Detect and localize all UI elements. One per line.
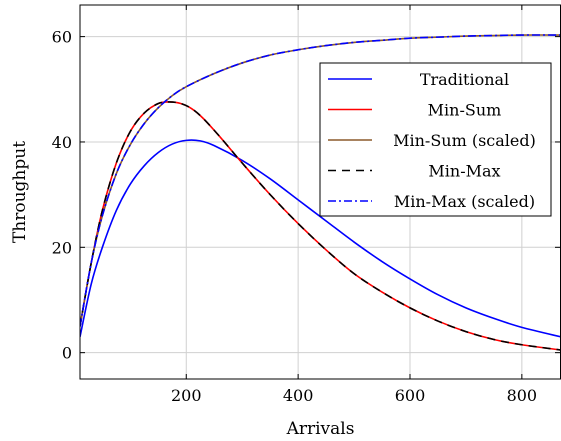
x-axis-label: Arrivals xyxy=(286,419,355,439)
legend-entry: Min-Sum (scaled) xyxy=(393,131,536,150)
y-tick-label: 60 xyxy=(52,28,72,47)
axis-ticks: 200 400 600 800 0 20 40 60 xyxy=(52,5,560,405)
legend: Traditional Min-Sum Min-Sum (scaled) Min-Ma… xyxy=(319,62,552,217)
x-tick-label: 400 xyxy=(283,386,314,405)
y-axis-label: Throughput xyxy=(10,141,30,243)
series-line-traditional xyxy=(80,139,561,338)
x-tick-label: 200 xyxy=(171,386,202,405)
legend-entry: Min-Max xyxy=(428,162,500,181)
series-line-min-max-scaled xyxy=(80,34,561,327)
x-tick-label: 800 xyxy=(507,386,538,405)
x-tick-label: 600 xyxy=(395,386,426,405)
legend-entry: Min-Max (scaled) xyxy=(394,192,535,211)
legend-entry: Min-Sum xyxy=(428,101,502,120)
legend-entry: Traditional xyxy=(420,70,509,89)
y-tick-label: 40 xyxy=(52,133,72,152)
y-tick-label: 0 xyxy=(62,344,72,363)
series-line-min-max xyxy=(80,101,561,351)
y-tick-label: 20 xyxy=(52,238,72,257)
series-lines xyxy=(80,34,561,351)
